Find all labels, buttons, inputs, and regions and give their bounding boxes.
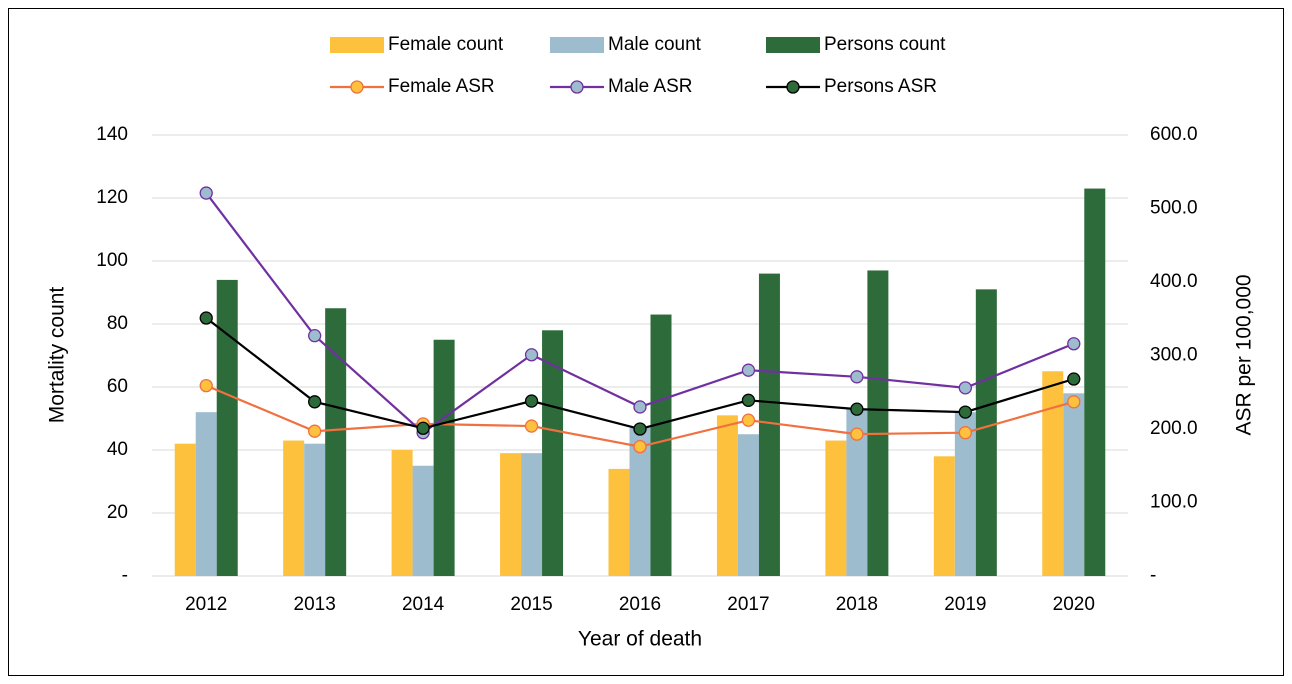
bar bbox=[1063, 393, 1085, 576]
bar bbox=[737, 434, 759, 576]
x-axis-title: Year of death bbox=[578, 628, 702, 651]
legend-label: Female count bbox=[388, 34, 504, 55]
bar bbox=[283, 440, 305, 576]
legend-label: Male ASR bbox=[608, 76, 692, 97]
marker bbox=[850, 427, 864, 441]
legend-marker bbox=[570, 80, 584, 94]
y-tick-label: 80 bbox=[107, 313, 128, 334]
marker bbox=[850, 370, 864, 384]
bar bbox=[758, 273, 780, 576]
y2-tick-label: 600.0 bbox=[1150, 124, 1198, 145]
bar bbox=[954, 412, 976, 576]
marker bbox=[741, 363, 756, 377]
bar bbox=[650, 314, 672, 576]
bar bbox=[216, 279, 238, 576]
marker bbox=[308, 424, 322, 438]
bar bbox=[629, 427, 651, 576]
bar bbox=[521, 453, 543, 576]
bar bbox=[500, 453, 522, 576]
legend-label: Female ASR bbox=[388, 76, 495, 97]
bar bbox=[391, 450, 413, 576]
y2-tick-label: - bbox=[1150, 565, 1156, 586]
marker bbox=[1067, 337, 1081, 351]
marker bbox=[199, 311, 213, 325]
bar bbox=[608, 468, 630, 576]
bar bbox=[933, 456, 955, 576]
y2-tick-label: 500.0 bbox=[1150, 198, 1198, 219]
y-tick-label: 40 bbox=[107, 439, 128, 460]
y-tick-label: 140 bbox=[96, 124, 128, 145]
legend-swatch bbox=[766, 37, 820, 53]
legend-marker bbox=[350, 80, 364, 94]
x-tick-label: 2019 bbox=[944, 594, 986, 615]
marker bbox=[308, 395, 322, 409]
marker bbox=[1067, 372, 1081, 386]
marker bbox=[524, 394, 539, 408]
legend-label: Persons ASR bbox=[824, 76, 937, 97]
y2-tick-label: 200.0 bbox=[1150, 418, 1198, 439]
marker bbox=[524, 419, 539, 433]
y-tick-label: - bbox=[122, 565, 128, 586]
marker bbox=[633, 422, 647, 436]
x-tick-label: 2013 bbox=[294, 594, 336, 615]
bar bbox=[195, 412, 217, 576]
legend-label: Male count bbox=[608, 34, 702, 55]
y2-axis-title: ASR per 100,000 bbox=[1233, 274, 1256, 435]
marker bbox=[633, 439, 647, 454]
legend-marker bbox=[786, 80, 800, 94]
y-axis-title: Mortality count bbox=[46, 287, 69, 424]
legend-label: Persons count bbox=[824, 34, 946, 55]
bar bbox=[325, 308, 347, 576]
bar bbox=[412, 465, 434, 576]
y-tick-label: 120 bbox=[96, 187, 128, 208]
y-tick-label: 100 bbox=[96, 250, 128, 271]
marker bbox=[633, 400, 647, 414]
x-tick-label: 2012 bbox=[185, 594, 227, 615]
bar bbox=[846, 409, 868, 576]
x-tick-label: 2020 bbox=[1053, 594, 1095, 615]
bar bbox=[825, 440, 847, 576]
y2-tick-label: 400.0 bbox=[1150, 271, 1198, 292]
marker bbox=[958, 381, 972, 395]
x-tick-label: 2017 bbox=[727, 594, 769, 615]
bar bbox=[867, 270, 889, 576]
y2-tick-label: 300.0 bbox=[1150, 345, 1198, 366]
marker bbox=[524, 348, 539, 362]
y-tick-label: 60 bbox=[107, 376, 128, 397]
marker bbox=[741, 413, 756, 427]
bar bbox=[1042, 371, 1064, 576]
bar bbox=[433, 339, 455, 576]
marker bbox=[1067, 395, 1081, 409]
bar bbox=[542, 330, 564, 576]
bar bbox=[716, 415, 738, 576]
x-tick-label: 2018 bbox=[836, 594, 878, 615]
legend-swatch bbox=[550, 37, 604, 53]
marker bbox=[958, 405, 972, 419]
x-tick-label: 2015 bbox=[510, 594, 552, 615]
marker bbox=[850, 402, 864, 416]
marker bbox=[308, 329, 322, 343]
x-tick-label: 2016 bbox=[619, 594, 661, 615]
bar bbox=[304, 443, 326, 576]
y2-tick-label: 100.0 bbox=[1150, 492, 1198, 513]
marker bbox=[199, 186, 213, 200]
marker bbox=[741, 393, 756, 407]
marker bbox=[958, 426, 972, 440]
bar bbox=[174, 443, 196, 576]
bar bbox=[1084, 188, 1106, 577]
bar bbox=[975, 289, 997, 576]
y-tick-label: 20 bbox=[107, 502, 128, 523]
marker bbox=[199, 378, 213, 393]
legend-swatch bbox=[330, 37, 384, 53]
marker bbox=[416, 421, 430, 435]
x-tick-label: 2014 bbox=[402, 594, 445, 615]
